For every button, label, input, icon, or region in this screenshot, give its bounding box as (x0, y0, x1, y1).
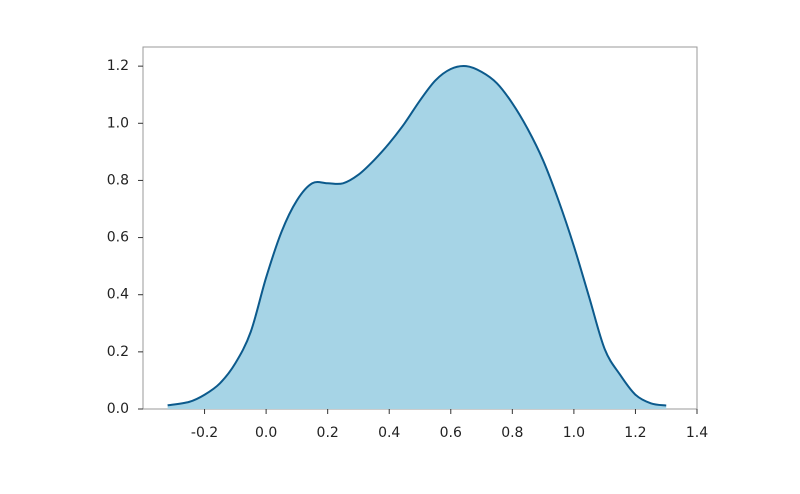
y-tick-label: 1.2 (107, 58, 129, 74)
x-tick-label: 0.2 (317, 425, 339, 441)
x-tick-label: 0.8 (501, 425, 523, 441)
y-tick-label: 0.0 (107, 401, 129, 417)
x-tick-label: 0.6 (440, 425, 462, 441)
x-tick-label: 1.4 (686, 425, 708, 441)
x-tick-label: -0.2 (191, 425, 218, 441)
y-tick-label: 1.0 (107, 115, 129, 131)
y-tick-label: 0.4 (107, 287, 129, 303)
x-tick-label: 0.4 (378, 425, 400, 441)
x-tick-label: 0.0 (255, 425, 277, 441)
area-fill (167, 66, 667, 410)
y-tick-label: 0.8 (107, 172, 129, 188)
x-tick-label: 1.0 (563, 425, 585, 441)
x-tick-label: 1.2 (624, 425, 646, 441)
y-tick-label: 0.6 (107, 230, 129, 246)
y-tick-label: 0.2 (107, 344, 129, 360)
area-line (167, 65, 667, 407)
